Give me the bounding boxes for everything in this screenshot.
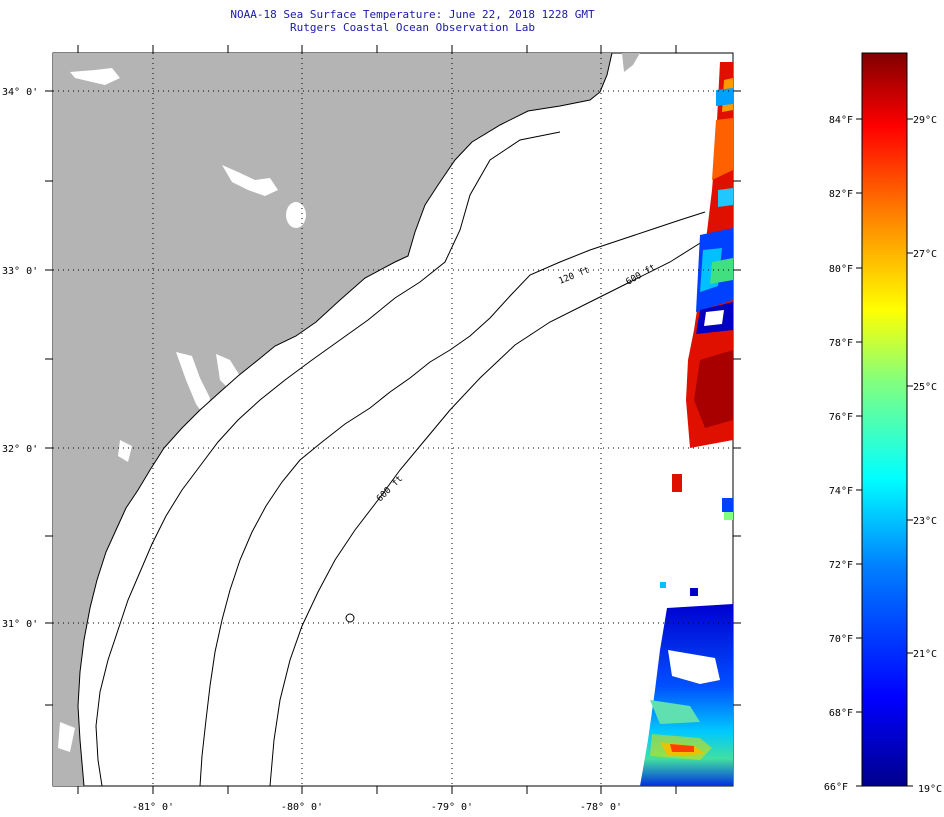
lon-label: -81° 0' [132,802,174,813]
map-grid [53,53,733,786]
colorbar-f-label: 84°F [829,115,853,126]
colorbar-f-label: 78°F [829,338,853,349]
colorbar-f-label: 66°F [824,782,848,793]
colorbar-c-label: 27°C [913,249,937,260]
colorbar-c-label: 21°C [913,649,937,660]
land-mass [53,53,612,786]
colorbar-c-label: 29°C [913,115,937,126]
colorbar-f-label: 72°F [829,560,853,571]
colorbar-c-label: 23°C [913,516,937,527]
lat-label: 34° 0' [2,87,38,98]
sst-swath-north [672,62,733,520]
isobath-120ft [199,211,706,786]
colorbar-f-label: 70°F [829,634,853,645]
map-subtitle: Rutgers Coastal Ocean Observation Lab [289,21,536,34]
map-ticks [45,45,741,794]
sst-swath-south [640,582,733,786]
lat-label: 31° 0' [2,619,38,630]
colorbar-f-label: 82°F [829,189,853,200]
colorbar-f-label: 74°F [829,486,853,497]
lat-label: 32° 0' [2,444,38,455]
lon-label: -78° 0' [580,802,622,813]
lon-label: -80° 0' [281,802,323,813]
isobath-600ft [269,224,733,786]
isobath-60ft [95,131,561,786]
colorbar-c-label: 19°C [918,784,942,795]
map-title: NOAA-18 Sea Surface Temperature: June 22… [230,8,595,21]
colorbar-c-label: 25°C [913,382,937,393]
colorbar-f-label: 68°F [829,708,853,719]
lat-label: 33° 0' [2,266,38,277]
colorbar-f-label: 76°F [829,412,853,423]
colorbar-f-label: 80°F [829,264,853,275]
temperature-colorbar [861,52,908,787]
lon-label: -79° 0' [431,802,473,813]
